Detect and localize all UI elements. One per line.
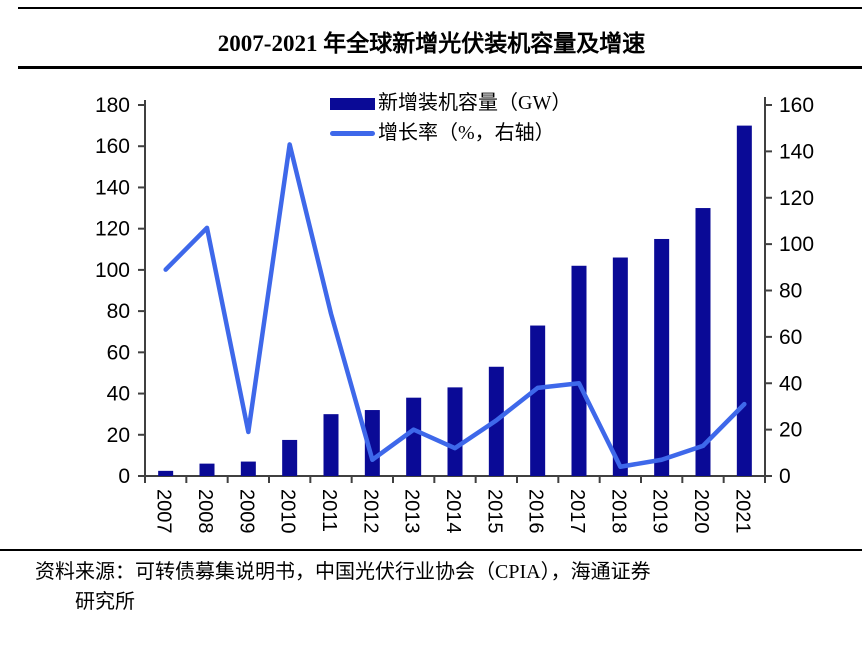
footer-divider-rule: [0, 549, 862, 551]
bar-2007: [158, 470, 174, 476]
bar-series-swatch: [330, 97, 375, 110]
x-tick-label-2016: 2016: [525, 489, 547, 534]
bar-2017: [571, 265, 587, 476]
chart-legend: 新增装机容量（GW） 增长率（%，右轴）: [330, 92, 571, 145]
svg-text:100: 100: [779, 233, 814, 256]
bar-2009: [240, 461, 256, 476]
svg-text:160: 160: [95, 135, 130, 158]
source-note-line2: 研究所: [75, 591, 135, 613]
svg-text:60: 60: [779, 326, 802, 349]
bar-2013: [406, 397, 422, 476]
svg-text:80: 80: [779, 280, 802, 303]
svg-text:20: 20: [107, 424, 130, 447]
legend-label-growth: 增长率（%，右轴）: [378, 122, 555, 144]
svg-text:120: 120: [95, 218, 130, 241]
x-tick-label-2010: 2010: [277, 489, 299, 534]
x-tick-label-2012: 2012: [359, 489, 381, 534]
bar-2010: [282, 439, 298, 476]
svg-text:140: 140: [95, 176, 130, 199]
bar-2016: [530, 325, 546, 476]
legend-label-capacity: 新增装机容量（GW）: [378, 92, 572, 114]
x-tick-label-2007: 2007: [153, 489, 175, 534]
bar-2008: [199, 463, 215, 476]
bar-2020: [695, 208, 711, 477]
svg-text:140: 140: [779, 140, 814, 163]
svg-text:20: 20: [779, 419, 802, 442]
source-note: 资料来源：可转债募集说明书，中国光伏行业协会（CPIA），海通证券 研究所: [0, 557, 863, 617]
x-tick-label-2009: 2009: [235, 489, 257, 534]
svg-text:40: 40: [779, 372, 802, 395]
svg-text:120: 120: [779, 187, 814, 210]
source-note-line1: 资料来源：可转债募集说明书，中国光伏行业协会（CPIA），海通证券: [35, 561, 651, 583]
x-tick-label-2019: 2019: [649, 489, 671, 534]
svg-text:80: 80: [107, 300, 130, 323]
x-tick-label-2011: 2011: [318, 489, 340, 532]
svg-text:60: 60: [107, 341, 130, 364]
x-tick-label-2014: 2014: [442, 489, 464, 534]
bar-2011: [323, 414, 339, 476]
svg-text:0: 0: [779, 465, 791, 488]
bar-2014: [447, 387, 463, 476]
bar-2021: [736, 125, 752, 476]
svg-text:100: 100: [95, 259, 130, 282]
svg-text:180: 180: [95, 94, 130, 117]
line-series-swatch: [330, 131, 375, 136]
top-rule: [18, 7, 862, 9]
x-tick-label-2015: 2015: [483, 489, 505, 534]
x-tick-label-2008: 2008: [194, 489, 216, 534]
chart-title: 2007-2021 年全球新增光伏装机容量及增速: [217, 31, 646, 56]
x-tick-label-2017: 2017: [566, 489, 588, 534]
svg-text:160: 160: [779, 94, 814, 117]
title-divider-rule: [18, 66, 862, 69]
legend-item-capacity: 新增装机容量（GW）: [330, 92, 571, 115]
x-tick-label-2021: 2021: [731, 489, 753, 534]
svg-text:40: 40: [107, 383, 130, 406]
x-tick-label-2018: 2018: [607, 489, 629, 534]
bar-2019: [654, 238, 670, 476]
x-tick-label-2013: 2013: [401, 489, 423, 534]
legend-item-growth: 增长率（%，右轴）: [330, 122, 571, 145]
growth-rate-line: [163, 142, 747, 469]
svg-text:0: 0: [118, 465, 130, 488]
bar-2018: [612, 257, 628, 476]
x-tick-label-2020: 2020: [690, 489, 712, 534]
